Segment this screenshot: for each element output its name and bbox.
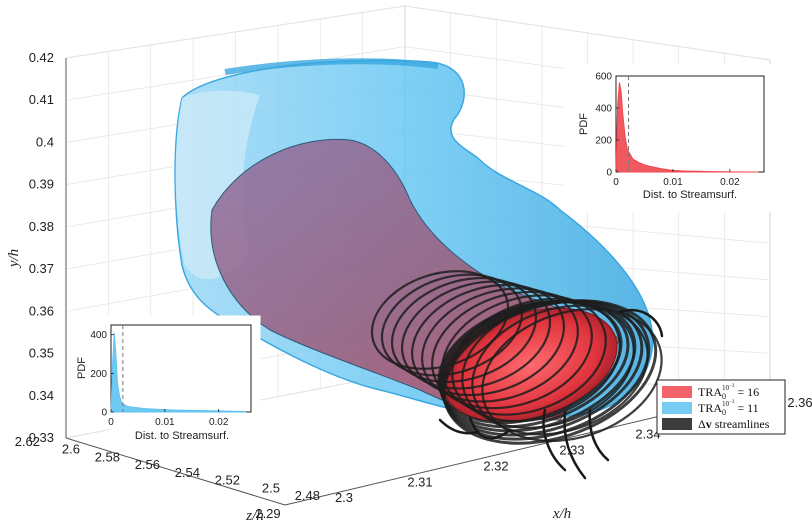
y-tick-label: 0.42 — [29, 50, 54, 65]
z-tick-label: 2.58 — [95, 449, 120, 464]
x-axis-label: x/h — [552, 506, 571, 522]
inset-red-ylabel: PDF — [578, 113, 590, 135]
streamline-ring — [421, 287, 579, 403]
x-tick-label: 2.29 — [255, 506, 280, 521]
y-tick-label: 0.33 — [29, 430, 54, 445]
z-axis-ticks: 2.62 2.6 2.58 2.56 2.54 2.52 2.5 2.48 — [15, 434, 320, 503]
y-tick-label: 0.41 — [29, 92, 54, 107]
x-tick-label: 2.32 — [483, 458, 508, 473]
x-tick-label: 2.31 — [407, 474, 432, 489]
inset-x-tick-label: 0.02 — [209, 417, 229, 428]
inset-blue-plot — [110, 325, 247, 413]
inset-y-tick-label: 400 — [595, 104, 612, 115]
inset-y-tick-label: 400 — [90, 330, 107, 341]
inset-blue-y-ticks: 0 200 400 — [90, 330, 114, 419]
streamline-tails — [438, 309, 664, 480]
z-tick-label: 2.52 — [215, 473, 240, 488]
inset-x-tick-label: 0 — [613, 177, 619, 188]
inset-red-plot — [615, 76, 759, 173]
inset-x-tick-label: 0.02 — [720, 177, 740, 188]
y-tick-label: 0.35 — [29, 346, 54, 361]
y-axis-label: y/h — [6, 249, 22, 269]
legend-entry: TRA010−3 = 16 — [698, 384, 759, 401]
z-tick-label: 2.48 — [295, 488, 320, 503]
inset-y-tick-label: 200 — [595, 136, 612, 147]
x-tick-label: 2.33 — [559, 443, 584, 458]
z-tick-label: 2.56 — [135, 457, 160, 472]
inset-x-tick-label: 0.01 — [155, 417, 175, 428]
streamline-ring — [471, 304, 649, 436]
streamline-ring — [431, 290, 593, 410]
legend-swatch — [662, 386, 692, 398]
streamline-ring — [451, 297, 621, 423]
streamline-ring — [400, 280, 552, 390]
legend-swatch — [662, 418, 692, 430]
z-axis-label: z/h — [245, 508, 264, 524]
x-tick-label: 2.34 — [635, 427, 660, 442]
inset-blue-ylabel: PDF — [76, 357, 88, 379]
inset-x-tick-label: 0.01 — [663, 177, 683, 188]
legend-swatch — [662, 402, 692, 414]
y-tick-label: 0.37 — [29, 261, 54, 276]
streamline-rings — [370, 270, 663, 445]
inset-pdf-blue: 0 200 400 0 0.01 0.02 PDF Dist. to Streamsur… — [67, 315, 261, 442]
inset-red-x-ticks: 0 0.01 0.02 — [613, 169, 740, 188]
y-tick-label: 0.39 — [29, 177, 54, 192]
z-tick-label: 2.54 — [175, 465, 200, 480]
x-tick-label: 2.36 — [787, 395, 812, 410]
inset-red-y-ticks: 0 200 400 600 — [595, 72, 619, 179]
pdf-area — [615, 82, 759, 173]
z-tick-label: 2.6 — [62, 442, 80, 457]
inset-pdf-red: 0 200 400 600 0 0.01 0.02 PDF Dist. to Stream… — [563, 64, 775, 212]
y-tick-label: 0.36 — [29, 303, 54, 318]
inset-y-tick-label: 200 — [90, 369, 107, 380]
y-axis-ticks: 0.33 0.34 0.35 0.36 0.37 0.38 0.39 0.4 0.41 0.42 — [29, 50, 54, 445]
y-tick-label: 0.4 — [36, 134, 54, 149]
z-tick-label: 2.5 — [262, 480, 280, 495]
y-tick-label: 0.38 — [29, 219, 54, 234]
x-tick-label: 2.3 — [335, 490, 353, 505]
pdf-area — [110, 332, 247, 413]
inset-red-xlabel: Dist. to Streamsurf. — [643, 189, 737, 201]
legend-entry: Δv streamlines — [698, 417, 770, 431]
inset-blue-x-ticks: 0 0.01 0.02 — [108, 409, 229, 428]
inset-y-tick-label: 0 — [101, 408, 107, 419]
streamline-ring — [410, 283, 566, 397]
z-tick-label: 2.62 — [15, 434, 40, 449]
streamline-ring — [380, 273, 524, 377]
y-tick-label: 0.34 — [29, 388, 54, 403]
streamline-ring — [442, 299, 658, 445]
inset-y-tick-label: 0 — [606, 168, 612, 179]
inset-x-tick-label: 0 — [108, 417, 114, 428]
inset-y-tick-label: 600 — [595, 72, 612, 83]
legend-entry: TRA010−3 = 11 — [698, 400, 759, 417]
inset-blue-xlabel: Dist. to Streamsurf. — [135, 430, 229, 442]
